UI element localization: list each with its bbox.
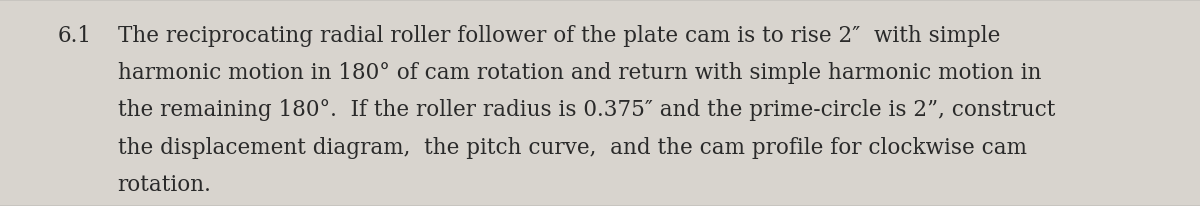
Text: The reciprocating radial roller follower of the plate cam is to rise 2″  with si: The reciprocating radial roller follower… bbox=[118, 25, 1000, 47]
Text: 6.1: 6.1 bbox=[58, 25, 91, 47]
Text: rotation.: rotation. bbox=[118, 173, 211, 195]
Text: the remaining 180°.  If the roller radius is 0.375″ and the prime-circle is 2”, : the remaining 180°. If the roller radius… bbox=[118, 99, 1055, 121]
Text: harmonic motion in 180° of cam rotation and return with simple harmonic motion i: harmonic motion in 180° of cam rotation … bbox=[118, 62, 1042, 84]
Text: the displacement diagram,  the pitch curve,  and the cam profile for clockwise c: the displacement diagram, the pitch curv… bbox=[118, 136, 1026, 158]
